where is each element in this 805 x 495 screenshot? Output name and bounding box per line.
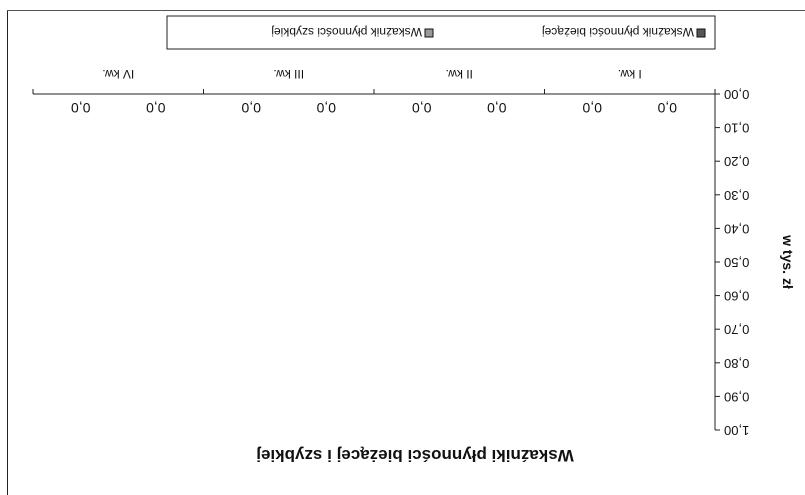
data-label: 0,0: [487, 100, 507, 116]
value-labels-group: 0,0 0,0 0,0 0,0 0,0 0,0 0,0 0,0: [71, 100, 677, 116]
data-label: 0,0: [657, 100, 677, 116]
y-tick-label: 0,80: [724, 356, 749, 371]
chart-title-group: Wskaźniki płynności bieżącej i szybkiej: [256, 446, 573, 465]
y-tick-label: 0,20: [724, 154, 749, 169]
y-axis-label: w tys. zł: [780, 234, 796, 289]
data-label: 0,0: [71, 100, 91, 116]
y-axis: 0,00 0,10 0,20 0,30 0,40 0,50 0,60 0,70 0,80 0,90…: [714, 87, 749, 438]
x-tick-label: IV kw.: [102, 67, 134, 81]
data-label: 0,0: [582, 100, 602, 116]
y-tick-label: 1,00: [724, 423, 749, 438]
y-tick-label: 0,30: [724, 188, 749, 203]
legend-box: [166, 15, 716, 50]
y-tick-label: 0,60: [724, 289, 749, 304]
x-tick-label: II kw.: [446, 67, 473, 81]
scan-frame-top: [7, 10, 805, 11]
data-label: 0,0: [412, 100, 432, 116]
x-tick-label: I kw.: [618, 67, 642, 81]
y-tick-label: 0,40: [724, 221, 749, 236]
y-tick-label: 0,50: [724, 255, 749, 270]
x-axis: I kw. II kw. III kw. IV kw.: [32, 67, 716, 95]
y-tick-label: 0,00: [724, 87, 749, 102]
legend-swatch: [424, 28, 434, 38]
x-tick-label: III kw.: [273, 67, 304, 81]
legend-label: Wskaźnik płynności bieżącej: [542, 25, 694, 39]
scan-frame-left: [7, 10, 8, 495]
legend-swatch: [696, 28, 706, 38]
legend: Wskaźnik płynności bieżącej Wskaźnik płyn…: [166, 15, 716, 50]
legend-label: Wskaźnik płynności szybkiej: [271, 25, 422, 39]
y-tick-label: 0,70: [724, 322, 749, 337]
chart-title: Wskaźniki płynności bieżącej i szybkiej: [256, 446, 573, 465]
y-tick-label: 0,10: [724, 121, 749, 136]
data-label: 0,0: [316, 100, 336, 116]
data-label: 0,0: [241, 100, 261, 116]
data-label: 0,0: [146, 100, 166, 116]
y-tick-label: 0,90: [724, 389, 749, 404]
y-axis-label-group: w tys. zł: [780, 234, 796, 289]
